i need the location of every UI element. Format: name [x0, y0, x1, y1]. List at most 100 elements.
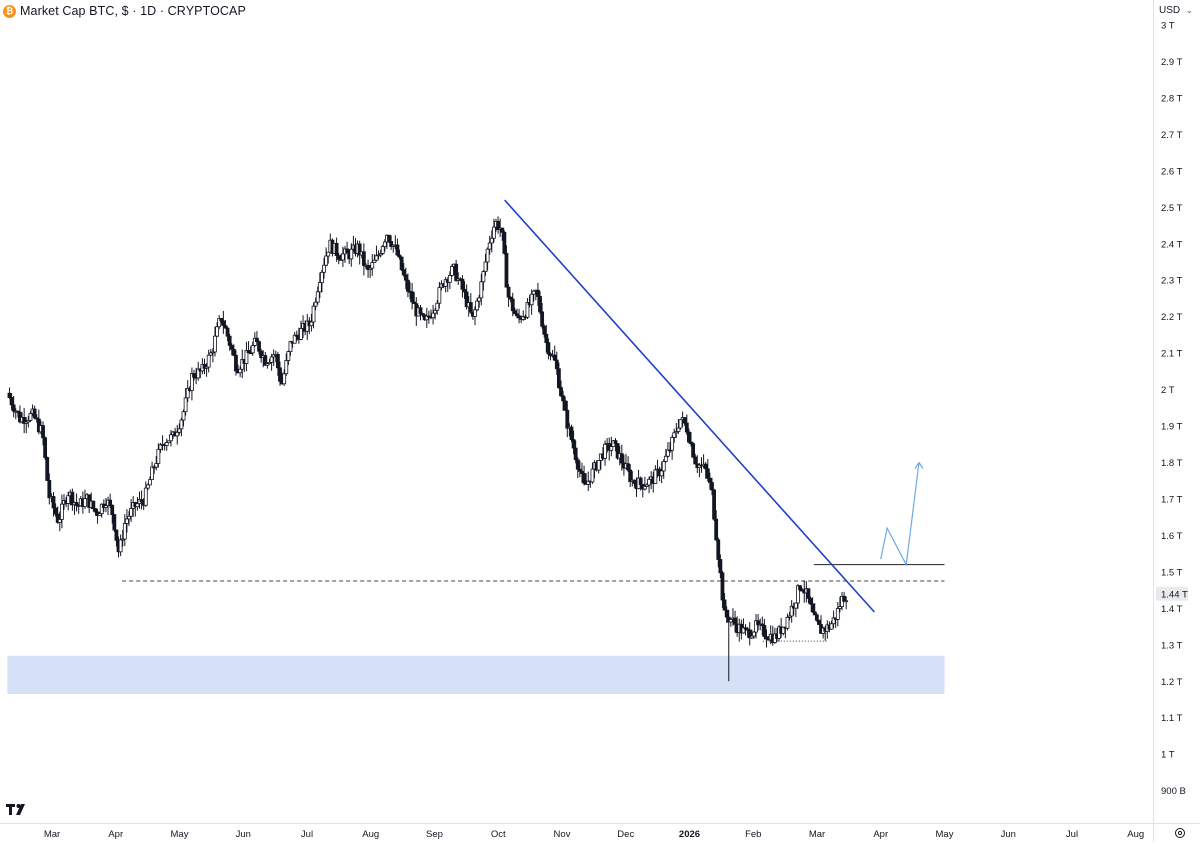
candle-body [705, 468, 710, 479]
candle-body [475, 300, 480, 311]
candle-body [370, 262, 375, 269]
candle-body [257, 341, 261, 352]
candle-body [515, 313, 519, 317]
candle-body [410, 291, 415, 303]
candle-body [91, 500, 96, 510]
candle-body [43, 437, 48, 458]
candle-body [59, 503, 64, 520]
candle-body [282, 373, 287, 385]
candle-body [288, 341, 293, 352]
tradingview-logo[interactable] [6, 802, 30, 816]
candle-body [571, 439, 576, 449]
candle-body [326, 251, 331, 257]
candle-body [420, 313, 425, 316]
y-tick-label: 2.8 T [1161, 93, 1183, 104]
candle-body [554, 359, 559, 370]
time-scale[interactable]: Mar Apr May Jun Jul Aug Sep Oct Nov Dec 2026 Feb Mar… [44, 829, 1144, 840]
x-tick-label: Sep [426, 829, 443, 840]
candle-body [556, 368, 561, 388]
x-tick-label: Mar [44, 829, 60, 840]
candle-body [575, 459, 580, 470]
candle-body [250, 345, 255, 354]
candle-body [502, 231, 507, 254]
symbol-title[interactable]: Market Cap BTC, $ · 1D · CRYPTOCAP [20, 4, 246, 18]
candle-body [166, 440, 171, 444]
candle-body [431, 312, 435, 319]
candle-body [93, 508, 98, 513]
x-tick-label: Aug [362, 829, 379, 840]
candle-body [714, 518, 719, 541]
candle-body [181, 411, 186, 421]
projection-arrow [880, 462, 920, 567]
candle-body [722, 599, 727, 611]
candle-body [380, 246, 385, 254]
candle-body [125, 518, 129, 524]
gear-icon[interactable] [1172, 826, 1188, 840]
candle-body [666, 449, 670, 457]
candle-body [47, 480, 52, 499]
candle-body [450, 266, 454, 276]
candle-body [57, 519, 62, 523]
candle-body [225, 327, 230, 337]
candle-body [808, 597, 813, 605]
candle-body [382, 241, 387, 248]
candle-body [609, 446, 614, 451]
candle-body [718, 559, 723, 574]
arrow-head [914, 461, 924, 469]
candle-body [317, 282, 322, 293]
y-tick-label: 2.7 T [1161, 130, 1183, 141]
candle-body [192, 373, 196, 378]
candle-body [26, 419, 31, 423]
candle-body [632, 479, 637, 484]
candle-body [756, 620, 761, 626]
currency-selector[interactable]: USD ⌄ [1156, 2, 1196, 19]
y-tick-label: 1.4 T [1161, 604, 1183, 615]
candle-body [663, 455, 668, 462]
candle-body [51, 496, 56, 509]
candle-body [517, 315, 521, 319]
candle-body [112, 514, 117, 531]
candle-body [315, 291, 320, 303]
candle-body [206, 354, 211, 368]
x-tick-label: Feb [745, 829, 761, 840]
candle-body [219, 318, 224, 322]
y-tick-label: 1.6 T [1161, 531, 1183, 542]
candle-body [190, 373, 194, 391]
x-tick-label: Jul [1066, 829, 1078, 840]
x-tick-label: Nov [554, 829, 571, 840]
x-tick-label: May [936, 829, 954, 840]
x-tick-label: Oct [491, 829, 506, 840]
candle-body [693, 456, 698, 465]
candle-body [613, 440, 618, 444]
candle-body [672, 432, 677, 438]
candle-body [443, 279, 448, 287]
candle-body [399, 256, 404, 271]
candle-body [18, 411, 22, 423]
candle-body [806, 588, 811, 599]
candle-body [596, 460, 601, 471]
candle-body [324, 255, 329, 266]
candle-body [418, 307, 423, 314]
candle-body [749, 635, 754, 639]
x-tick-label: Apr [108, 829, 123, 840]
candle-body [531, 290, 536, 295]
candle-body [15, 410, 20, 413]
candle-body [529, 293, 534, 306]
candle-body [552, 354, 557, 361]
candle-body [743, 627, 748, 630]
candle-body [231, 348, 236, 356]
candle-body [720, 572, 725, 601]
candle-body [265, 363, 270, 366]
candle-body [508, 296, 513, 300]
candle-body [785, 616, 790, 629]
candle-body [626, 463, 630, 471]
candle-body [548, 353, 553, 356]
candle-body [569, 426, 574, 441]
candle-body [689, 441, 693, 445]
candle-body [164, 442, 169, 446]
candle-body [546, 342, 551, 355]
candle-body [781, 626, 786, 634]
price-scale[interactable]: 3 T 2.9 T 2.8 T 2.7 T 2.6 T 2.5 T 2.4 T 2.3 T 2.… [1161, 21, 1186, 798]
